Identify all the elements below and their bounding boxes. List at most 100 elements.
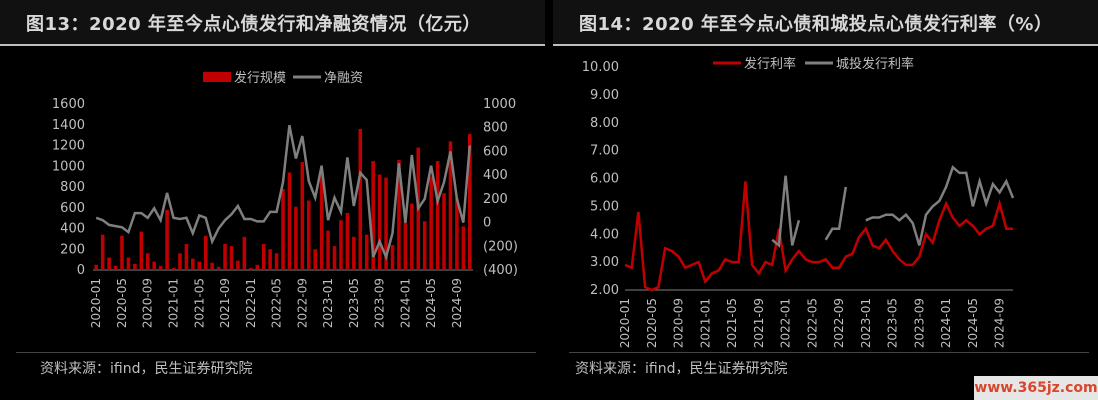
- issuance-bar: [94, 264, 98, 270]
- issuance-bar: [229, 246, 234, 270]
- issuance-bar: [139, 231, 144, 270]
- source-divider: [569, 352, 1089, 353]
- y-axis-tick: 9.00: [590, 88, 619, 103]
- lgfv-rate-line: [824, 186, 848, 241]
- left-axis-tick: 200: [60, 242, 85, 257]
- x-axis-tick: 2023-05: [886, 298, 900, 348]
- chart-panel-right: 图14：2020 年至今点心债和城投点心债发行利率（%） 2.00 3.00 4.0…: [553, 0, 1098, 400]
- chart-title: 图13：2020 年至今点心债发行和净融资情况（亿元）: [26, 14, 481, 35]
- net-financing-line: [95, 125, 472, 261]
- chart-source: 资料来源：ifind，民生证券研究院: [40, 361, 253, 377]
- x-axis-tick: 2020-09: [672, 298, 686, 348]
- chart-panel-left: 图13：2020 年至今点心债发行和净融资情况（亿元） 0 200 400 600 80…: [0, 0, 545, 400]
- right-axis-tick: 600: [483, 144, 508, 159]
- issuance-bar: [274, 253, 279, 270]
- issuance-bar: [255, 264, 260, 270]
- left-axis-tick: 1000: [52, 159, 85, 174]
- chart-source: 资料来源：ifind，民生证券研究院: [575, 361, 788, 377]
- x-axis-tick: 2023-05: [347, 278, 361, 328]
- x-axis-tick: 2021-05: [725, 298, 739, 348]
- y-axis-tick: 10.00: [582, 60, 619, 75]
- issuance-bar: [397, 160, 401, 270]
- x-axis-tick: 2021-09: [752, 298, 766, 348]
- x-axis-tick: 2022-05: [805, 298, 819, 348]
- issuance-bar: [294, 206, 298, 270]
- issuance-bar: [384, 177, 388, 270]
- issuance-bar: [158, 265, 163, 270]
- x-axis-tick: 2022-09: [832, 298, 846, 348]
- y-axis-tick: 8.00: [590, 116, 619, 131]
- right-axis-tick: 400: [483, 168, 508, 183]
- left-axis-tick: 0: [77, 263, 85, 278]
- issuance-bar: [448, 141, 453, 270]
- issuance-bar: [345, 212, 350, 270]
- issuance-bar: [203, 235, 208, 270]
- issuance-bar: [223, 244, 227, 270]
- issuance-bar: [429, 176, 433, 270]
- issuance-bar: [455, 198, 459, 270]
- x-axis-tick: 2023-01: [321, 278, 335, 328]
- y-axis-tick: 3.00: [590, 255, 619, 270]
- x-axis-tick: 2024-01: [398, 278, 412, 328]
- issuance-bar: [107, 257, 111, 270]
- issuance-bar: [184, 244, 189, 270]
- issuance-bar: [145, 253, 150, 270]
- x-axis-tick: 2024-05: [966, 298, 980, 348]
- x-axis-tick: 2023-09: [373, 278, 387, 328]
- x-axis-tick: 2024-09: [993, 298, 1007, 348]
- issuance-bar: [191, 258, 195, 270]
- issuance-bar: [371, 161, 375, 270]
- x-axis-tick: 2020-01: [89, 278, 103, 328]
- x-axis-tick: 2022-01: [244, 278, 258, 328]
- issuance-bar: [306, 200, 311, 270]
- x-axis-tick: 2023-01: [859, 298, 873, 348]
- x-axis-tick: 2024-09: [450, 278, 464, 328]
- lgfv-rate-line: [865, 165, 1015, 246]
- issuance-bar: [236, 260, 240, 270]
- issuance-bar: [352, 236, 356, 270]
- y-axis-tick: 7.00: [590, 144, 619, 159]
- x-axis-tick: 2020-05: [645, 298, 659, 348]
- right-axis-tick: 200: [483, 192, 508, 207]
- y-axis-tick: 2.00: [590, 283, 619, 298]
- chart-14-svg: 2.00 3.00 4.00 5.00 6.00 7.00 8.00 9.00 10.00 202…: [582, 56, 1015, 348]
- source-divider: [16, 352, 536, 353]
- issuance-bar: [261, 244, 266, 270]
- left-axis-tick: 1600: [52, 97, 85, 112]
- issuance-bar: [165, 209, 169, 270]
- x-axis-tick: 2021-05: [192, 278, 206, 328]
- x-axis-tick: 2021-01: [167, 278, 181, 328]
- issuance-bar: [313, 249, 317, 270]
- issuance-bar: [339, 220, 343, 270]
- x-axis-tick: 2021-01: [698, 298, 712, 348]
- x-axis-tick: 2024-05: [424, 278, 438, 328]
- lgfv-rate-line: [771, 175, 801, 248]
- y-axis-tick: 6.00: [590, 172, 619, 187]
- left-axis-tick: 1400: [52, 118, 85, 133]
- issuance-bar: [461, 226, 466, 270]
- issuance-bar: [120, 235, 124, 270]
- issuance-bar: [287, 172, 292, 270]
- x-axis-tick: 2021-09: [218, 278, 232, 328]
- x-axis-tick: 2020-01: [618, 298, 632, 348]
- left-axis-tick: 800: [60, 180, 85, 195]
- y-axis-tick: 5.00: [590, 199, 619, 214]
- watermark: www.365jz.com: [974, 376, 1098, 400]
- x-axis-tick: 2022-05: [270, 278, 284, 328]
- issuance-bar: [216, 266, 221, 270]
- issuance-bar: [358, 128, 363, 270]
- right-axis-tick: (400): [483, 263, 518, 278]
- legend-label: 净融资: [324, 71, 363, 86]
- issuance-bar: [468, 134, 472, 270]
- issuance-bar: [197, 261, 202, 270]
- issuance-bar: [171, 267, 176, 270]
- issuance-bar: [133, 263, 137, 270]
- left-axis-tick: 400: [60, 222, 85, 237]
- x-axis-tick: 2022-09: [295, 278, 309, 328]
- right-axis-tick: 800: [483, 121, 508, 136]
- legend-swatch-bar: [203, 72, 231, 82]
- issuance-bar: [281, 189, 285, 270]
- issuance-bar: [435, 161, 440, 270]
- x-axis-tick: 2020-09: [141, 278, 155, 328]
- issuance-bar: [152, 261, 156, 270]
